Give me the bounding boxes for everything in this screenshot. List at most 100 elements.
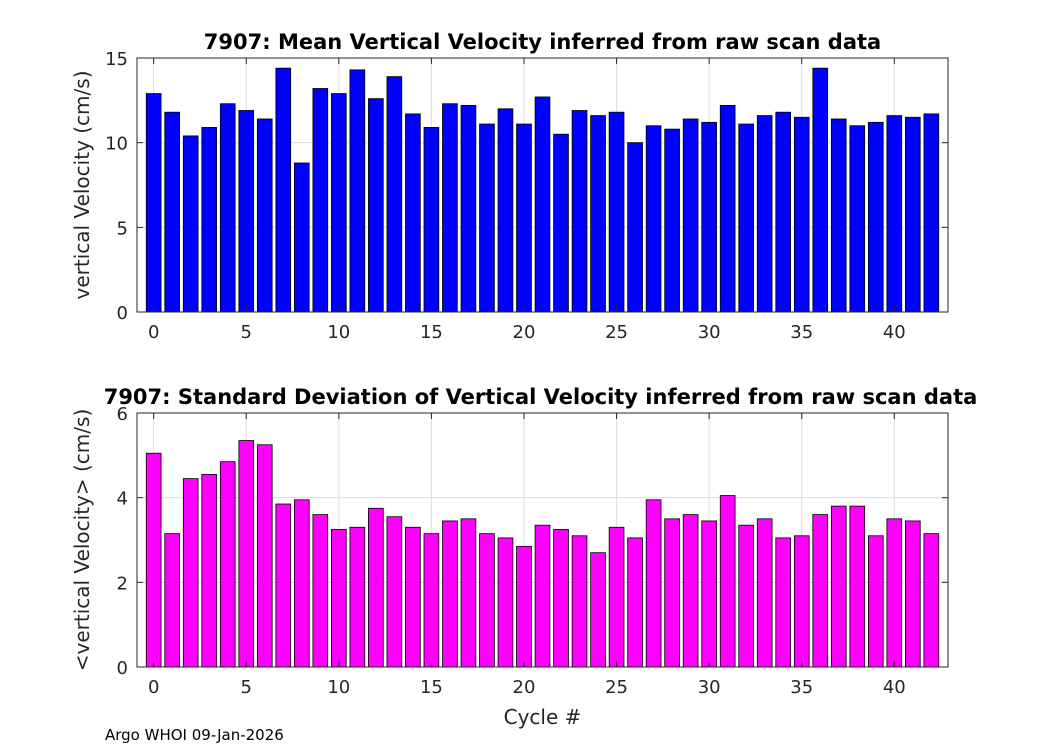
- x-tick-label: 40: [883, 677, 906, 698]
- bar-cycle-19: [497, 537, 514, 668]
- bar-cycle-7: [275, 67, 292, 313]
- bar-cycle-0: [145, 452, 162, 668]
- bar-cycle-29: [682, 514, 699, 668]
- x-tick-label: 35: [790, 322, 813, 343]
- bar-cycle-12: [368, 98, 384, 313]
- x-tick-label: 25: [605, 677, 628, 698]
- bar-cycle-40: [886, 115, 903, 313]
- bar-cycle-2: [182, 135, 199, 313]
- bar-cycle-10: [331, 93, 347, 313]
- bar-cycle-17: [460, 105, 477, 313]
- bar-cycle-20: [516, 545, 532, 668]
- bar-cycle-33: [756, 115, 773, 313]
- bar-cycle-20: [516, 123, 532, 313]
- y-tick-label: 5: [117, 218, 128, 239]
- x-tick-label: 5: [241, 322, 252, 343]
- bar-cycle-3: [201, 127, 218, 313]
- subplot-1: 0 5 10 15 20 25 30 35 40 0 5 10 15 7907: Mean Vertica…: [70, 30, 949, 343]
- bar-cycle-30: [701, 520, 717, 668]
- bar-cycle-32: [738, 524, 754, 668]
- bar-cycle-21: [534, 96, 551, 313]
- bar-cycle-36: [812, 514, 829, 668]
- bar-cycle-4: [219, 461, 236, 668]
- bar-cycle-22: [553, 529, 569, 668]
- bar-cycle-23: [571, 110, 588, 313]
- bar-cycle-22: [553, 133, 569, 313]
- y-tick-label: 15: [105, 49, 128, 70]
- bar-cycle-13: [386, 516, 403, 668]
- bar-cycle-36: [812, 67, 829, 313]
- bar-cycle-15: [423, 127, 440, 313]
- y-tick-label: 0: [117, 303, 128, 324]
- bar-cycle-34: [775, 111, 792, 313]
- x-tick-label: 10: [327, 677, 350, 698]
- x-tick-label: 5: [241, 677, 252, 698]
- bar-cycle-15: [423, 533, 440, 668]
- bar-cycle-38: [849, 125, 866, 313]
- bar-cycle-13: [386, 76, 403, 313]
- bar-cycle-39: [867, 121, 884, 313]
- bar-cycle-10: [331, 529, 347, 668]
- bar-cycle-37: [830, 505, 847, 668]
- bar-cycle-30: [701, 121, 717, 313]
- bar-cycle-3: [201, 473, 218, 668]
- bar-cycle-25: [608, 111, 625, 313]
- bar-cycle-8: [293, 162, 310, 313]
- bar-cycle-29: [682, 118, 699, 313]
- y-axis-label: vertical Velocity (cm/s): [70, 71, 94, 300]
- bar-cycle-25: [608, 526, 625, 668]
- x-tick-label: 25: [605, 322, 628, 343]
- x-tick-label: 20: [513, 677, 536, 698]
- bar-cycle-28: [664, 518, 680, 668]
- y-tick-label: 2: [117, 573, 128, 594]
- bar-cycle-18: [479, 123, 495, 313]
- bar-cycle-5: [238, 110, 255, 313]
- bar-cycle-24: [590, 115, 606, 313]
- bar-cycle-6: [256, 444, 273, 668]
- y-tick-label: 6: [117, 404, 128, 425]
- bar-cycle-42: [923, 113, 940, 313]
- x-tick-label: 20: [513, 322, 536, 343]
- x-tick-label: 30: [698, 322, 721, 343]
- bar-cycle-41: [905, 520, 921, 668]
- bar-cycle-31: [719, 105, 736, 313]
- bar-cycle-18: [479, 533, 495, 668]
- footer-credit: Argo WHOI 09-Jan-2026: [105, 726, 284, 744]
- bar-cycle-35: [793, 535, 810, 668]
- bar-cycle-0: [145, 93, 162, 313]
- x-axis-label: Cycle #: [504, 705, 582, 729]
- bar-cycle-2: [182, 478, 199, 668]
- bar-cycle-11: [349, 526, 366, 668]
- bar-cycle-9: [312, 88, 329, 313]
- bar-cycle-16: [442, 103, 458, 313]
- bar-cycle-40: [886, 518, 903, 668]
- chart-title: 7907: Standard Deviation of Vertical Vel…: [104, 385, 978, 409]
- x-tick-label: 0: [148, 322, 159, 343]
- axes-box: [136, 412, 949, 668]
- bar-cycle-27: [645, 125, 662, 313]
- bar-cycle-1: [164, 111, 180, 313]
- bar-cycle-38: [849, 505, 866, 668]
- bar-cycle-21: [534, 524, 551, 668]
- bar-cycle-19: [497, 108, 514, 313]
- y-axis-label: <vertical Velocity> (cm/s): [70, 409, 94, 672]
- x-tick-label: 15: [420, 322, 443, 343]
- y-tick-label: 10: [105, 134, 128, 155]
- bar-cycle-8: [293, 499, 310, 668]
- bar-cycle-37: [830, 118, 847, 313]
- bar-cycle-23: [571, 535, 588, 668]
- bar-cycle-39: [867, 535, 884, 668]
- x-tick-label: 35: [790, 677, 813, 698]
- bar-cycle-24: [590, 552, 606, 668]
- axes-box: [136, 57, 949, 313]
- bar-cycle-16: [442, 520, 458, 668]
- x-tick-label: 30: [698, 677, 721, 698]
- bar-cycle-31: [719, 495, 736, 668]
- x-tick-label: 10: [327, 322, 350, 343]
- bar-cycle-7: [275, 503, 292, 668]
- bar-cycle-14: [405, 526, 421, 668]
- bar-cycle-4: [219, 103, 236, 313]
- x-tick-label: 15: [420, 677, 443, 698]
- bar-cycle-33: [756, 518, 773, 668]
